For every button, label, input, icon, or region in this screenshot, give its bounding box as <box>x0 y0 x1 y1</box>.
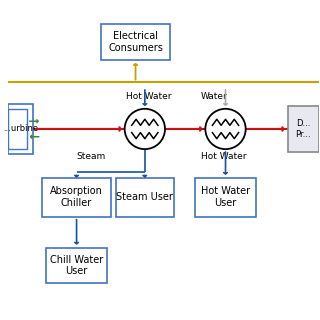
Text: Steam User: Steam User <box>116 192 173 202</box>
Bar <box>288 106 319 152</box>
Text: D...
Pr...: D... Pr... <box>295 119 311 139</box>
Text: Steam: Steam <box>76 152 106 161</box>
Text: Hot Water: Hot Water <box>201 152 246 161</box>
Bar <box>46 248 107 283</box>
Text: Hot Water: Hot Water <box>126 92 172 101</box>
Text: Hot Water
User: Hot Water User <box>201 187 250 208</box>
Text: Chill Water
User: Chill Water User <box>50 255 103 276</box>
Bar <box>101 24 170 60</box>
Bar <box>116 178 173 217</box>
Bar <box>42 178 111 217</box>
Text: ...urbine: ...urbine <box>3 124 38 133</box>
Text: Absorption
Chiller: Absorption Chiller <box>50 187 103 208</box>
Bar <box>195 178 256 217</box>
Bar <box>8 104 33 154</box>
Text: Water: Water <box>201 92 228 101</box>
Text: Electrical
Consumers: Electrical Consumers <box>108 31 163 53</box>
Bar <box>8 109 27 149</box>
